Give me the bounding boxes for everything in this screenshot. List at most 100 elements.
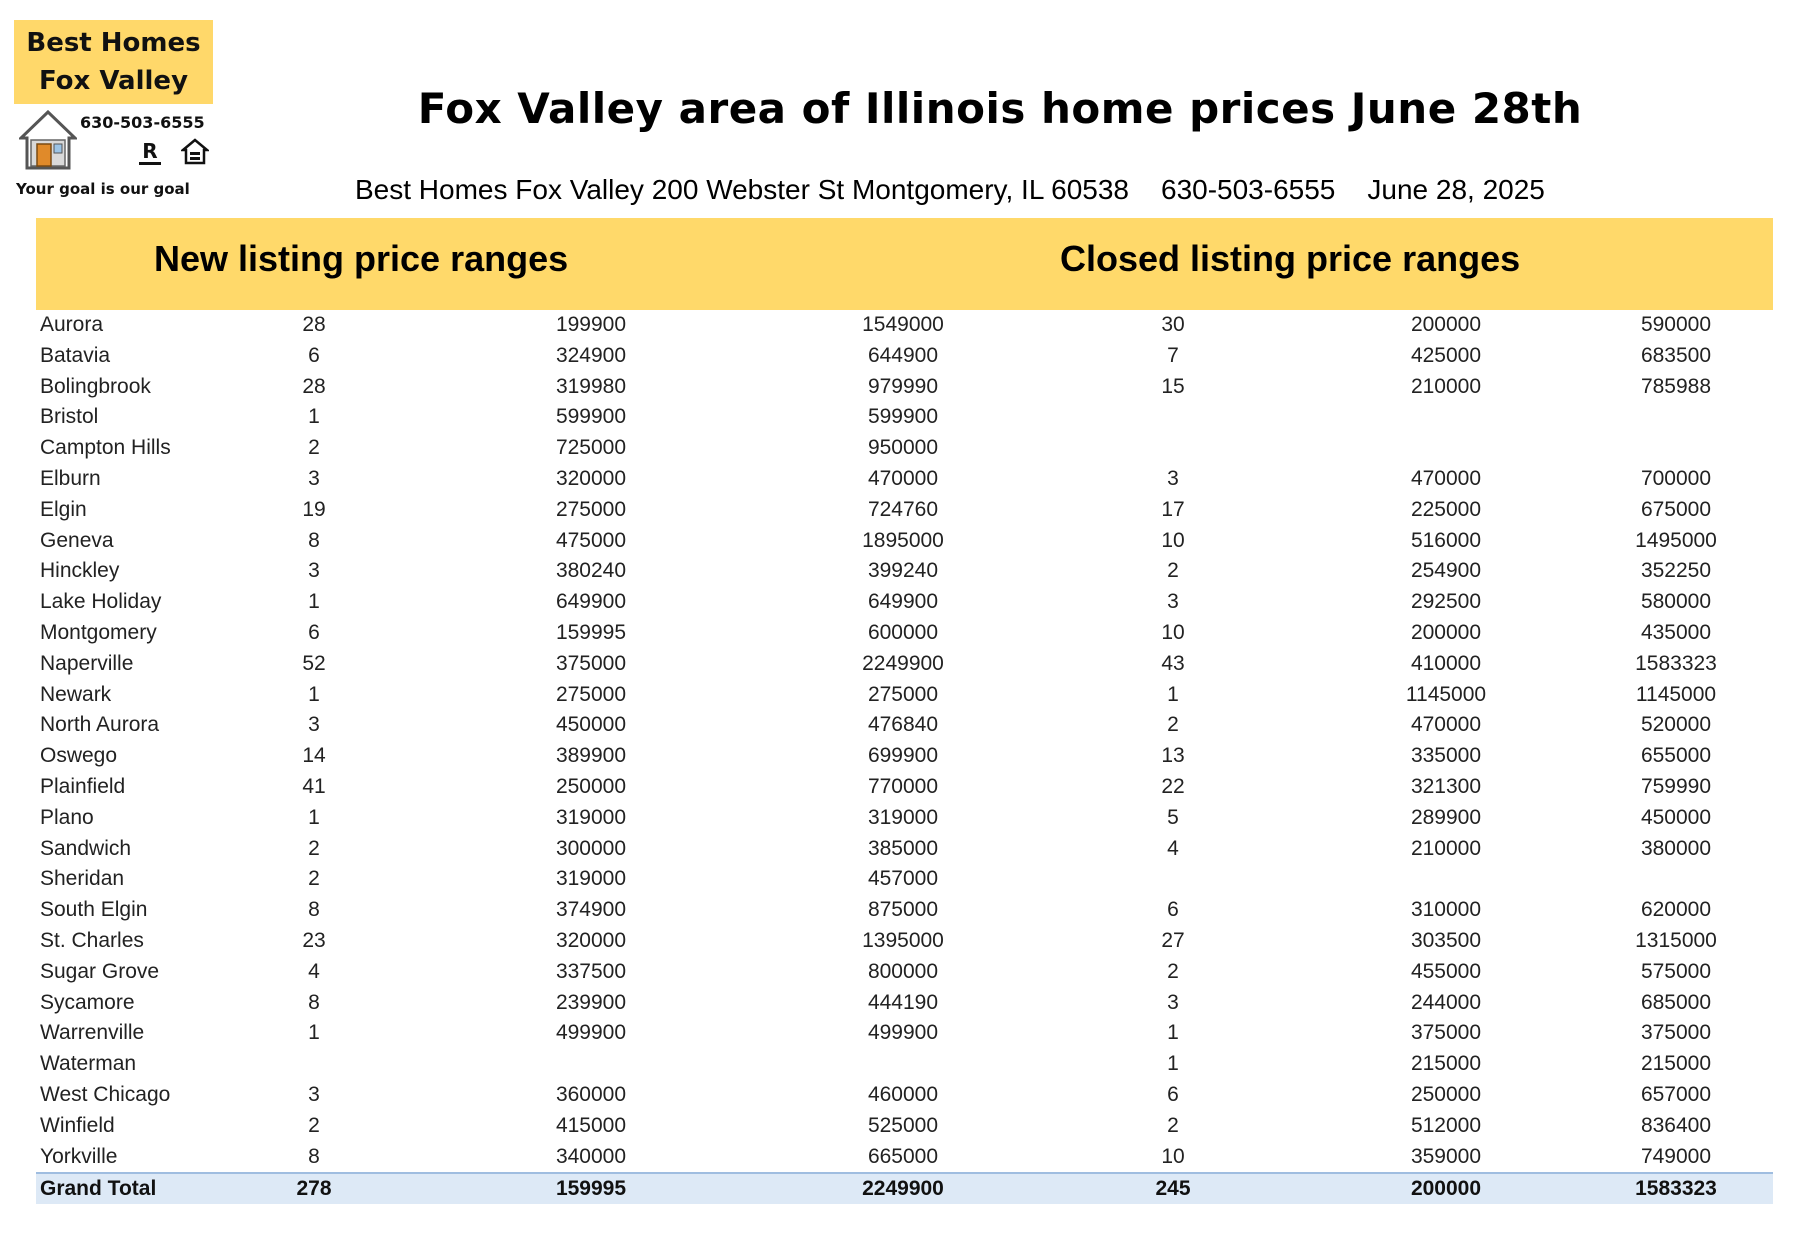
new-max-price-cell: 1395000 xyxy=(862,928,944,952)
closed-min-price-cell: 225000 xyxy=(1410,497,1482,521)
realtor-icon: R xyxy=(139,140,161,165)
closed-max-price-cell: 352250 xyxy=(1640,559,1712,583)
new-max-price-cell: 800000 xyxy=(867,959,939,983)
grand-total-row: Grand Total 278 159995 2249900 245 200000 1583… xyxy=(36,1172,1773,1205)
new-max-price-cell: 2249900 xyxy=(862,651,944,675)
city-cell: Elgin xyxy=(40,497,87,521)
table-row: Montgomery 6 159995 600000 10 200000 435000 xyxy=(36,618,1773,649)
new-max-price-cell: 699900 xyxy=(867,744,939,768)
closed-count-cell: 22 xyxy=(1161,774,1185,798)
table-row: Sandwich 2 300000 385000 4 210000 380000 xyxy=(36,834,1773,865)
closed-min-price-cell: 310000 xyxy=(1410,898,1482,922)
city-cell: Bolingbrook xyxy=(40,374,151,398)
new-max-price-cell: 399240 xyxy=(867,559,939,583)
logo-tagline: Your goal is our goal xyxy=(16,180,190,198)
closed-max-price-cell: 380000 xyxy=(1640,836,1712,860)
table-row: Winfield 2 415000 525000 2 512000 836400 xyxy=(36,1111,1773,1142)
closed-count-cell: 6 xyxy=(1167,898,1179,922)
new-min-price-cell: 319000 xyxy=(555,867,627,891)
logo-line-2: Fox Valley xyxy=(38,66,189,96)
closed-min-price-cell: 1145000 xyxy=(1405,682,1487,706)
new-min-price-cell: 239900 xyxy=(555,990,627,1014)
closed-count-cell: 7 xyxy=(1167,343,1179,367)
new-count-cell: 1 xyxy=(308,805,320,829)
new-min-price-cell: 199900 xyxy=(555,313,627,336)
closed-min-price-cell: 254900 xyxy=(1410,559,1482,583)
city-cell: Plano xyxy=(40,805,94,829)
new-min-price-cell: 319000 xyxy=(555,805,627,829)
closed-max-price-cell: 375000 xyxy=(1640,1021,1712,1045)
closed-count-cell: 27 xyxy=(1161,928,1185,952)
closed-max-price-cell: 590000 xyxy=(1640,313,1712,336)
city-cell: Hinckley xyxy=(40,559,120,583)
closed-min-price-cell: 512000 xyxy=(1410,1113,1482,1137)
new-min-price-cell: 159995 xyxy=(555,620,627,644)
closed-count-cell: 43 xyxy=(1161,651,1185,675)
table-row: Sycamore 8 239900 444190 3 244000 685000 xyxy=(36,988,1773,1019)
table-row: Sugar Grove 4 337500 800000 2 455000 575000 xyxy=(36,957,1773,988)
new-min-price-cell: 725000 xyxy=(555,436,627,460)
house-icon xyxy=(19,110,77,170)
new-max-price-cell: 1895000 xyxy=(862,528,944,552)
city-cell: Lake Holiday xyxy=(40,590,162,614)
logo-line-1: Best Homes xyxy=(26,28,201,58)
closed-count-cell: 10 xyxy=(1161,620,1185,644)
new-min-price-cell: 499900 xyxy=(555,1021,627,1045)
new-max-price-cell: 385000 xyxy=(867,836,939,860)
closed-min-price-cell: 375000 xyxy=(1410,1021,1482,1045)
new-max-price-cell: 950000 xyxy=(867,436,939,460)
closed-count-cell: 6 xyxy=(1167,1082,1179,1106)
closed-min-price-cell: 303500 xyxy=(1410,928,1482,952)
closed-min-price-cell: 210000 xyxy=(1410,836,1482,860)
table-row: Oswego 14 389900 699900 13 335000 655000 xyxy=(36,741,1773,772)
logo-phone: 630-503-6555 xyxy=(80,113,205,132)
total-closed-max-price-cell: 1583323 xyxy=(1635,1177,1717,1201)
closed-max-price-cell: 580000 xyxy=(1640,590,1712,614)
new-count-cell: 6 xyxy=(308,620,320,644)
new-count-cell: 28 xyxy=(302,313,326,336)
new-count-cell: 2 xyxy=(308,436,320,460)
closed-count-cell: 2 xyxy=(1167,1113,1179,1137)
closed-min-price-cell: 359000 xyxy=(1410,1144,1482,1168)
closed-max-price-cell: 785988 xyxy=(1640,374,1712,398)
closed-min-price-cell: 200000 xyxy=(1410,620,1482,644)
new-min-price-cell: 275000 xyxy=(555,682,627,706)
table-row: St. Charles 23 320000 1395000 27 303500 131500… xyxy=(36,926,1773,957)
closed-max-price-cell: 685000 xyxy=(1640,990,1712,1014)
total-city-cell: Grand Total xyxy=(40,1177,157,1201)
new-min-price-cell: 374900 xyxy=(555,898,627,922)
closed-count-cell: 1 xyxy=(1167,682,1179,706)
section-header-band: New listing price ranges Closed listing … xyxy=(36,218,1773,310)
city-cell: Bristol xyxy=(40,405,99,429)
closed-min-price-cell: 250000 xyxy=(1410,1082,1482,1106)
new-count-cell: 3 xyxy=(308,713,320,737)
closed-count-cell: 15 xyxy=(1161,374,1185,398)
table-row: South Elgin 8 374900 875000 6 310000 620000 xyxy=(36,895,1773,926)
new-min-price-cell: 415000 xyxy=(555,1113,627,1137)
new-count-cell: 8 xyxy=(308,990,320,1014)
new-min-price-cell: 649900 xyxy=(555,590,627,614)
total-new-min-price-cell: 159995 xyxy=(555,1177,627,1201)
closed-max-price-cell: 620000 xyxy=(1640,898,1712,922)
table-row: Bristol 1 599900 599900 xyxy=(36,402,1773,433)
new-count-cell: 2 xyxy=(308,836,320,860)
closed-count-cell: 3 xyxy=(1167,590,1179,614)
closed-count-cell: 3 xyxy=(1167,990,1179,1014)
closed-max-price-cell: 657000 xyxy=(1640,1082,1712,1106)
new-min-price-cell: 389900 xyxy=(555,744,627,768)
closed-min-price-cell: 470000 xyxy=(1410,713,1482,737)
closed-max-price-cell: 1583323 xyxy=(1635,651,1717,675)
table-row: Hinckley 3 380240 399240 2 254900 352250 xyxy=(36,556,1773,587)
new-min-price-cell: 300000 xyxy=(555,836,627,860)
city-cell: Naperville xyxy=(40,651,134,675)
subtitle-phone: 630-503-6555 xyxy=(1161,174,1336,205)
closed-count-cell: 2 xyxy=(1167,959,1179,983)
closed-max-price-cell: 836400 xyxy=(1640,1113,1712,1137)
new-max-price-cell: 499900 xyxy=(867,1021,939,1045)
city-cell: Geneva xyxy=(40,528,114,552)
new-min-price-cell: 320000 xyxy=(555,928,627,952)
table-row: Newark 1 275000 275000 1 1145000 1145000 xyxy=(36,680,1773,711)
new-count-cell: 8 xyxy=(308,1144,320,1168)
new-min-price-cell: 375000 xyxy=(555,651,627,675)
city-cell: Campton Hills xyxy=(40,436,171,460)
